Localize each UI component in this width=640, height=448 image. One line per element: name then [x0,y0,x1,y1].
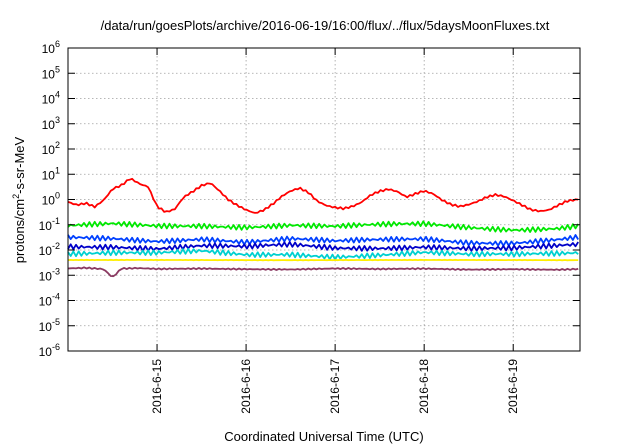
y-tick-exp: -4 [52,292,60,302]
y-tick-base: 10 [39,269,53,283]
y-tick-label: 10-5 [39,317,60,334]
y-tick-base: 10 [42,168,56,182]
chart-title: /data/run/goesPlots/archive/2016-06-19/1… [101,18,550,33]
x-tick-label: 2016-6-16 [239,359,253,414]
x-axis-label: Coordinated Universal Time (UTC) [224,429,423,444]
y-tick-base: 10 [39,295,53,309]
series-line [67,266,579,278]
y-tick-base: 10 [39,320,53,334]
y-tick-exp: -6 [52,342,60,352]
y-tick-exp: -5 [52,317,60,327]
y-tick-exp: -3 [52,266,60,276]
y-axis-label: protons/cm2-s-sr-MeV [11,136,27,263]
series-line [67,220,579,233]
y-tick-label: 105 [42,64,60,81]
y-tick-label: 100 [42,191,60,208]
grid [68,48,580,351]
y-axis-label-rest: -s-sr-MeV [12,136,27,193]
y-tick-label: 103 [42,115,60,132]
series-line [67,240,579,252]
y-tick-base: 10 [39,244,53,258]
y-tick-label: 10-3 [39,266,60,283]
y-tick-base: 10 [42,118,56,132]
series-line [67,258,579,262]
y-tick-base: 10 [42,67,56,81]
x-tick-label: 2016-6-17 [328,359,342,414]
y-tick-exp: 6 [55,39,60,49]
y-tick-exp: 2 [55,140,60,150]
y-tick-exp: 5 [55,64,60,74]
y-tick-base: 10 [39,219,53,233]
y-tick-base: 10 [42,143,56,157]
y-tick-label: 102 [42,140,60,157]
series-line [67,247,579,261]
y-tick-label: 101 [42,165,60,182]
series-group [67,177,579,278]
y-tick-exp: 1 [55,165,60,175]
y-tick-exp: -2 [52,241,60,251]
y-tick-base: 10 [39,345,53,359]
y-tick-label: 104 [42,90,60,107]
y-tick-exp: 0 [55,191,60,201]
x-tick-label: 2016-6-18 [417,359,431,414]
y-axis-label-sup: 2 [11,194,21,199]
y-tick-base: 10 [42,42,56,56]
y-axis: 10-610-510-410-310-210-11001011021031041… [39,39,580,359]
series-line [67,177,579,214]
y-tick-exp: -1 [52,216,60,226]
y-tick-label: 10-6 [39,342,60,359]
x-axis: 2016-6-15 2016-6-16 2016-6-17 2016-6-18 2016… [150,48,520,414]
y-tick-label: 10-1 [39,216,60,233]
y-axis-label-main: protons/cm [12,199,27,263]
y-tick-base: 10 [42,194,56,208]
y-tick-label: 10-2 [39,241,60,258]
y-tick-base: 10 [42,93,56,107]
x-tick-label: 2016-6-15 [150,359,164,414]
x-tick-label: 2016-6-19 [506,359,520,414]
y-tick-label: 106 [42,39,60,56]
y-tick-exp: 4 [55,90,60,100]
y-tick-label: 10-4 [39,292,60,309]
series-line [67,234,579,247]
y-tick-exp: 3 [55,115,60,125]
